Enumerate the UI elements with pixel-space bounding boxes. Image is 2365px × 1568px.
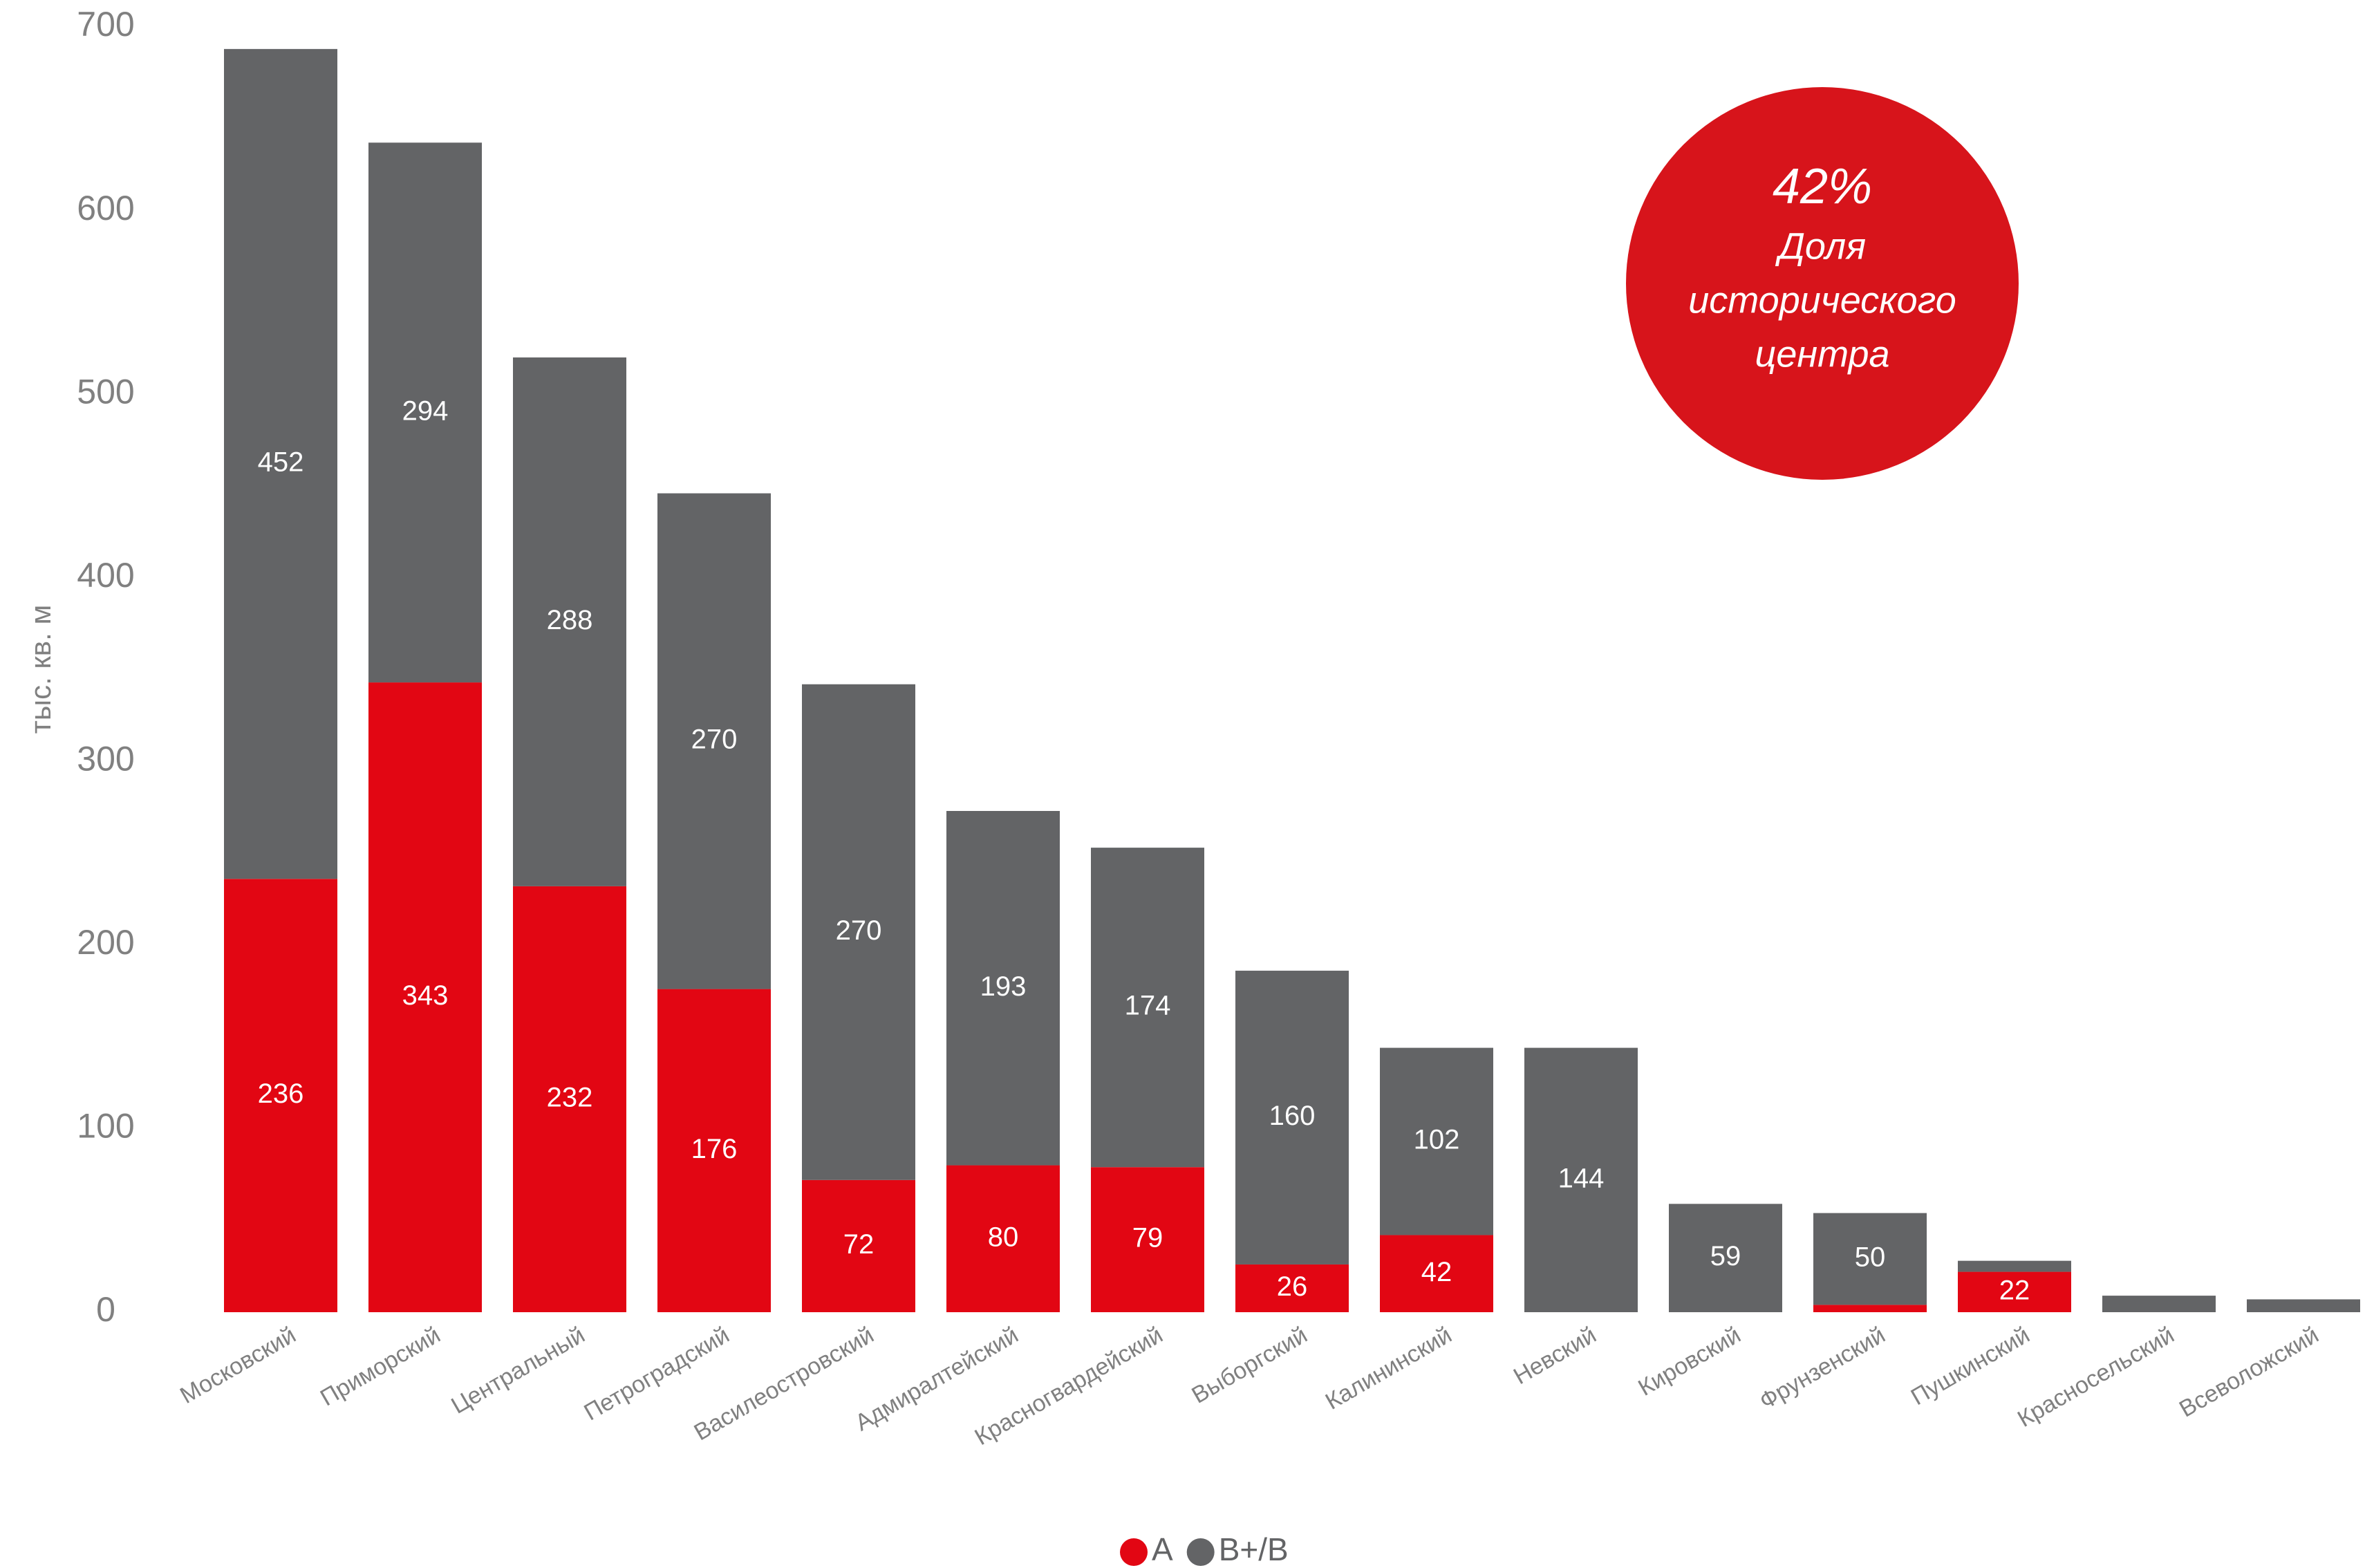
annotation-text: 42% [1773,159,1872,214]
bar-segment [802,684,915,1180]
data-label: 160 [1269,1101,1316,1131]
y-axis-label: тыс. кв. м [24,605,57,734]
legend-swatch [1186,1538,1215,1566]
bar-segment [2247,1299,2360,1312]
x-tick-label: Красносельский [2013,1322,2178,1432]
y-tick-label: 700 [77,5,134,44]
data-label: 42 [1421,1257,1452,1287]
bar-segment [1235,1264,1349,1312]
bar-segment [1091,848,1204,1168]
data-label: 270 [836,915,882,946]
bar-segment [1958,1260,2071,1272]
data-label: 59 [1710,1241,1741,1271]
bar-segment [1669,1204,1782,1312]
y-tick-label: 400 [77,556,134,595]
bar-segment [1235,971,1349,1264]
bar-segment [1958,1271,2071,1312]
bar-segment [224,879,337,1312]
data-label: 193 [980,971,1027,1002]
bar-segment [1813,1213,1927,1305]
annotation-circle [1626,87,2019,480]
bar-segment [224,48,337,879]
data-label: 79 [1132,1223,1163,1253]
data-label: 452 [258,447,304,478]
y-tick-label: 500 [77,372,134,411]
bar-segment [1380,1047,1493,1235]
bar-segment [513,886,626,1312]
data-label: 236 [258,1079,304,1109]
bar-segment [1813,1305,1927,1312]
legend-swatch [1120,1538,1148,1566]
annotation-text: исторического [1688,279,1956,321]
bar-segment [368,142,482,683]
bar-segment [657,989,771,1312]
bar-segment [1524,1047,1638,1312]
x-tick-label: Приморский [316,1322,445,1412]
x-tick-label: Кировский [1634,1322,1745,1401]
data-label: 102 [1414,1125,1460,1155]
bar-segment [368,682,482,1312]
data-label: 80 [988,1222,1019,1252]
bar-segment [657,493,771,989]
y-tick-label: 100 [77,1107,134,1146]
x-tick-label: Всеволожский [2175,1322,2324,1423]
legend-label: A [1152,1531,1173,1567]
data-label: 294 [402,395,449,426]
y-tick-label: 0 [96,1290,115,1329]
x-tick-label: Центральный [447,1322,589,1419]
y-tick-label: 600 [77,189,134,227]
y-tick-label: 300 [77,739,134,778]
x-tick-label: Невский [1509,1322,1600,1390]
data-label: 232 [547,1082,593,1112]
bar-segment [1091,1167,1204,1312]
data-label: 22 [1999,1275,2030,1305]
x-tick-label: Выборгский [1187,1322,1311,1409]
data-label: 26 [1277,1271,1308,1302]
data-label: 343 [402,980,449,1011]
data-label: 72 [843,1229,875,1260]
annotation-text: центра [1755,333,1889,375]
data-label: 50 [1855,1242,1886,1273]
data-label: 288 [547,605,593,635]
x-tick-label: Калининский [1321,1322,1457,1415]
data-label: 176 [691,1134,738,1164]
bar-segment [1380,1235,1493,1312]
x-tick-label: Московский [176,1322,300,1409]
data-label: 144 [1558,1163,1605,1193]
bar-segment [513,357,626,886]
bar-segment [946,1165,1060,1312]
y-tick-label: 200 [77,923,134,962]
bar-segment [946,810,1060,1166]
bar-segment [2102,1296,2216,1312]
x-tick-label: Пушкинский [1907,1322,2035,1411]
annotation-text: Доля [1775,225,1866,267]
x-tick-label: Фрунзенский [1755,1322,1890,1415]
bar-segment [802,1179,915,1312]
legend-label: B+/B [1219,1531,1289,1567]
data-label: 270 [691,725,738,755]
data-label: 174 [1125,991,1171,1021]
